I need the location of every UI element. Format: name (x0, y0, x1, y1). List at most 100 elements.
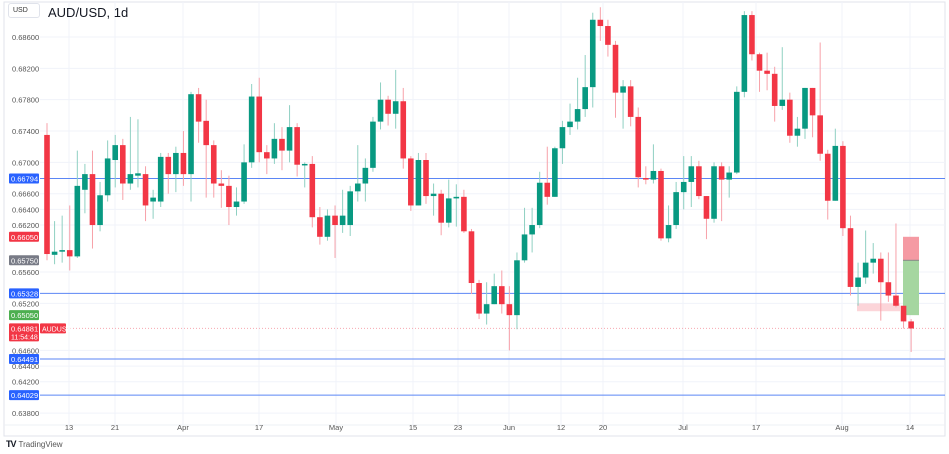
candle-up (650, 170, 657, 180)
highlight-zone (857, 303, 900, 312)
candle-down (756, 54, 763, 71)
candle-up (536, 182, 543, 226)
candle-up (688, 166, 695, 182)
candle-down (44, 134, 50, 255)
candle-down (658, 170, 664, 239)
candle-down (627, 86, 634, 117)
candle-up (173, 152, 179, 175)
candle-up (339, 215, 346, 226)
candle-down (317, 217, 323, 237)
candle-up (582, 87, 588, 110)
candle-down (885, 282, 892, 296)
candle-up (248, 96, 255, 163)
candle-up (521, 234, 528, 261)
date-tick-label: 14 (906, 423, 914, 432)
position-stop-area (903, 236, 919, 261)
candle-down (847, 228, 854, 287)
candle-up (665, 225, 672, 239)
candle-up (673, 192, 679, 226)
candle-down (900, 305, 907, 322)
price-badge-hline (9, 288, 39, 299)
candle-up (59, 250, 65, 252)
candle-down (309, 163, 316, 218)
price-tick-label: 0.68200 (12, 64, 39, 73)
candle-down (643, 178, 649, 180)
price-tick-label: 0.65600 (12, 268, 39, 277)
candle-down (385, 99, 391, 114)
price-tick-label: 0.66200 (12, 221, 39, 230)
price-badge-label: 0.65328 (11, 289, 38, 298)
price-badge-label: 0.66794 (11, 175, 38, 184)
candle-down (893, 295, 899, 306)
candle-up (855, 277, 861, 287)
candle-down (635, 116, 642, 178)
price-tick-label: 0.65200 (12, 299, 39, 308)
candle-up (733, 91, 740, 173)
candle-down (461, 196, 467, 232)
candle-up (104, 158, 111, 196)
tradingview-logo: TV TradingView (6, 439, 63, 449)
candle-up (354, 183, 361, 192)
price-tick-label: 0.67400 (12, 127, 39, 136)
candle-down (180, 152, 187, 175)
date-tick-label: Aug (835, 423, 848, 432)
candle-up (112, 145, 119, 161)
brand-name: TradingView (18, 439, 63, 449)
date-tick-label: 15 (409, 423, 417, 432)
candle-up (453, 196, 460, 199)
date-tick-label: 23 (454, 423, 462, 432)
candle-up (127, 174, 134, 184)
candle-up (241, 162, 247, 202)
price-badge-label: 0.64029 (11, 391, 38, 400)
candle-down (809, 87, 816, 116)
price-badge-label: 0.65050 (11, 311, 38, 320)
candle-up (711, 166, 717, 219)
candle-down (605, 26, 611, 45)
candle-up (574, 109, 581, 122)
date-tick-label: Jun (503, 423, 515, 432)
price-tick-label: 0.67000 (12, 158, 39, 167)
candle-down (66, 250, 73, 257)
candle-down (908, 321, 914, 329)
candle-down (400, 101, 407, 159)
candle-down (423, 160, 429, 197)
currency-selector[interactable]: USD (8, 3, 40, 18)
price-badge-target (9, 310, 39, 321)
price-badge-entry (9, 255, 39, 266)
candle-down (294, 127, 300, 165)
candle-up (741, 15, 748, 92)
candle-down (89, 174, 96, 226)
candle-up (559, 127, 566, 149)
candle-down (787, 99, 793, 136)
candle-down (878, 258, 884, 283)
candle-down (218, 183, 225, 186)
candle-down (142, 174, 149, 206)
price-tick-label: 0.68600 (12, 33, 39, 42)
candle-up (794, 128, 801, 136)
candle-down (771, 73, 778, 106)
candle-up (286, 127, 293, 151)
candle-up (430, 193, 437, 197)
candle-up (301, 163, 308, 166)
candle-up (491, 286, 498, 305)
candle-down (703, 196, 710, 219)
price-badge-label: 0.65750 (11, 256, 38, 265)
price-tick-label: 0.64600 (12, 346, 39, 355)
last-price-label: 0.64881 (11, 324, 38, 333)
candle-down (264, 152, 270, 159)
candle-down (824, 153, 831, 201)
candle-down (696, 166, 702, 197)
date-tick-label: 17 (255, 423, 263, 432)
date-tick-label: May (329, 423, 343, 432)
candle-up (97, 195, 103, 226)
chart-frame (3, 1, 946, 437)
candle-up (552, 148, 558, 197)
price-tick-label: 0.64200 (12, 378, 39, 387)
candle-up (726, 172, 732, 180)
candle-up (150, 197, 156, 202)
candle-up (567, 121, 573, 128)
date-tick-label: Jul (678, 423, 688, 432)
date-tick-label: 12 (557, 423, 565, 432)
price-tick-label: 0.67800 (12, 96, 39, 105)
